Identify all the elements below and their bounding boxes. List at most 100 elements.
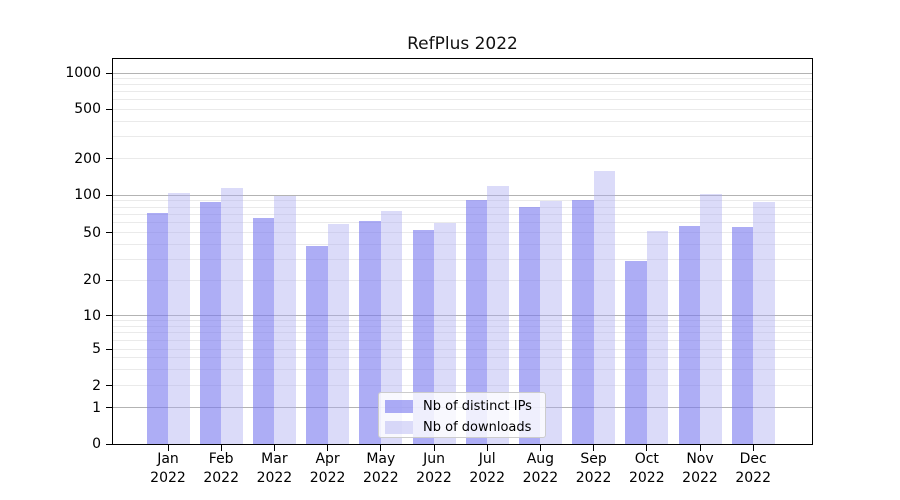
y-tick-mark-0 (106, 443, 113, 445)
x-tick-year: 2022 (628, 470, 665, 486)
bar-distinct-ips-sep (572, 199, 594, 444)
bar-distinct-ips-jul (465, 199, 488, 444)
gridline-80 (113, 206, 812, 208)
x-tick-year: 2022 (150, 470, 186, 486)
bar-distinct-ips-nov (678, 225, 700, 444)
plot-area (112, 58, 813, 445)
gridline-900 (113, 78, 812, 80)
gridline-2 (113, 385, 812, 387)
x-tick-month: Oct (634, 451, 659, 467)
x-tick-label-jul: Jul 2022 (452, 450, 522, 488)
x-tick-month: Sep (580, 451, 607, 467)
gridline-500 (113, 108, 812, 110)
y-tick-mark-100 (106, 194, 113, 196)
y-tick-mark-5 (106, 348, 113, 350)
gridline-1000 (113, 72, 812, 74)
bar-downloads-nov (700, 194, 722, 444)
bar-downloads-apr (327, 223, 350, 444)
y-tick-label-500: 500 (74, 101, 101, 118)
y-tick-mark-10 (106, 315, 113, 317)
x-tick-month: Jan (157, 451, 179, 467)
bar-downloads-oct (646, 230, 669, 444)
gridline-3 (113, 369, 812, 370)
gridline-5 (113, 348, 812, 350)
x-tick-month: Jul (478, 451, 496, 467)
x-tick-mark-feb (220, 444, 222, 451)
x-tick-label-aug: Aug 2022 (505, 450, 575, 488)
x-tick-month: Apr (315, 451, 340, 467)
bar-distinct-ips-apr (306, 245, 328, 444)
x-tick-month: Aug (526, 451, 555, 467)
y-tick-mark-20 (106, 279, 113, 281)
legend: Nb of distinct IPs Nb of downloads (378, 392, 546, 438)
x-tick-mark-nov (699, 444, 701, 451)
gridline-6 (113, 339, 812, 341)
x-tick-label-may: May 2022 (346, 450, 416, 488)
gridline-8 (113, 325, 812, 327)
y-tick-label-200: 200 (74, 150, 101, 167)
y-tick-label-0: 0 (92, 436, 101, 452)
x-tick-mark-jun (433, 444, 435, 451)
gridline-100 (113, 194, 812, 196)
x-tick-label-oct: Oct 2022 (612, 450, 682, 488)
y-tick-mark-500 (106, 108, 113, 110)
y-tick-label-50: 50 (83, 224, 101, 241)
bar-distinct-ips-feb (199, 202, 222, 444)
y-tick-label-100: 100 (74, 187, 101, 203)
gridline-7 (113, 332, 812, 334)
bar-distinct-ips-jun (412, 229, 434, 444)
x-tick-label-sep: Sep 2022 (559, 450, 629, 488)
x-tick-mark-apr (327, 444, 329, 451)
gridline-9 (113, 320, 812, 322)
bar-downloads-dec (753, 202, 775, 444)
x-tick-month: Mar (261, 451, 288, 467)
bar-downloads-jan (168, 192, 190, 444)
y-tick-mark-200 (106, 158, 113, 160)
gridline-10 (113, 315, 812, 317)
x-tick-year: 2022 (362, 470, 399, 486)
x-tick-label-dec: Dec 2022 (718, 450, 788, 488)
x-tick-mark-jan (167, 444, 169, 451)
y-tick-mark-2 (106, 385, 113, 387)
gridline-4 (113, 357, 812, 359)
x-tick-year: 2022 (256, 470, 293, 486)
y-tick-mark-1 (106, 407, 113, 409)
bar-downloads-sep (593, 171, 616, 444)
x-tick-mark-mar (273, 444, 275, 451)
x-tick-year: 2022 (682, 470, 718, 486)
gridline-700 (113, 91, 812, 93)
x-tick-year: 2022 (416, 470, 452, 486)
gridline-70 (113, 213, 812, 215)
bar-downloads-jun (434, 222, 456, 444)
bar-downloads-mar (274, 195, 296, 444)
gridline-800 (113, 84, 812, 86)
gridline-600 (113, 99, 812, 101)
bar-distinct-ips-oct (625, 261, 647, 444)
y-tick-label-1: 1 (92, 399, 101, 416)
bar-downloads-aug (540, 201, 562, 444)
x-tick-year: 2022 (309, 470, 346, 486)
legend-label-downloads: Nb of downloads (423, 420, 532, 435)
y-tick-label-20: 20 (83, 272, 101, 289)
x-tick-year: 2022 (469, 470, 505, 486)
x-tick-year: 2022 (203, 470, 239, 486)
gridline-300 (113, 136, 812, 138)
x-tick-year: 2022 (522, 470, 559, 486)
x-tick-month: Nov (686, 451, 714, 467)
y-tick-label-5: 5 (92, 341, 101, 357)
gridline-50 (113, 232, 812, 234)
legend-label-distinct-ips: Nb of distinct IPs (423, 399, 532, 414)
x-tick-mark-aug (539, 444, 541, 451)
x-tick-year: 2022 (735, 470, 771, 486)
gridline-20 (113, 279, 812, 281)
bar-downloads-feb (221, 188, 243, 444)
y-tick-label-10: 10 (83, 307, 101, 324)
bar-distinct-ips-aug (518, 207, 541, 444)
y-tick-mark-50 (106, 232, 113, 234)
gridline-400 (113, 120, 812, 122)
x-tick-month: Feb (208, 451, 234, 467)
x-tick-month: May (366, 451, 396, 467)
x-tick-month: Jun (423, 451, 445, 467)
bar-distinct-ips-may (359, 221, 381, 444)
